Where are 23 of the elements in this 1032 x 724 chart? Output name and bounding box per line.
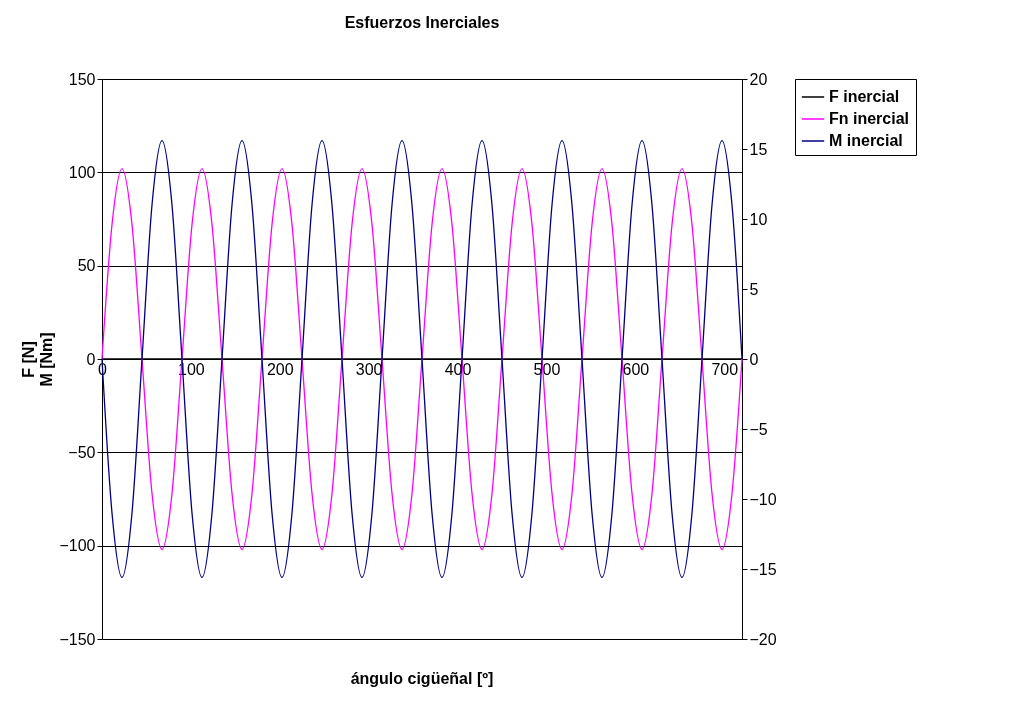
y-axis-title: F [N] M [Nm]: [20, 332, 56, 387]
y2-tick-label: −20: [749, 630, 777, 648]
y-tick-label: −100: [59, 537, 96, 555]
x-tick-label: 200: [266, 360, 294, 378]
y-tick-label: −50: [68, 443, 96, 461]
y2-tick-label: −10: [749, 490, 777, 508]
x-tick-label: 700: [711, 360, 739, 378]
x-axis-title: ángulo cigüeñal [º]: [350, 670, 494, 687]
y2-tick-label: 20: [749, 70, 768, 88]
legend-label: Fn inercial: [829, 110, 910, 127]
x-tick-label: 600: [622, 360, 650, 378]
y2-tick-label: −5: [749, 420, 768, 438]
y-tick-label: −150: [59, 630, 96, 648]
legend-label: M inercial: [829, 132, 903, 149]
y2-tick-label: 5: [749, 280, 759, 298]
chart-title: Esfuerzos Inerciales: [344, 14, 500, 31]
y-tick-label: 100: [68, 163, 96, 181]
y2-tick-label: 10: [749, 210, 768, 228]
y2-tick-label: −15: [749, 560, 777, 578]
legend-label: F inercial: [829, 88, 900, 105]
y-tick-label: 50: [77, 257, 96, 275]
y-tick-label: 150: [68, 70, 96, 88]
y2-tick-label: 15: [749, 140, 768, 158]
